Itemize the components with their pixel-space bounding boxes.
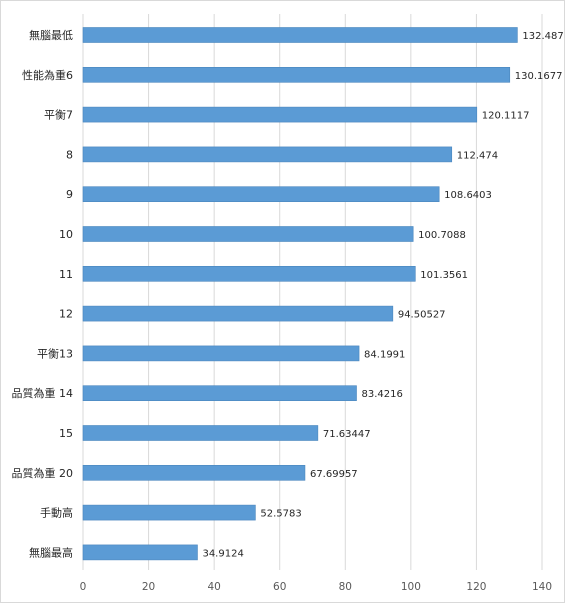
bar — [82, 265, 416, 282]
bar — [82, 504, 256, 521]
bar — [82, 305, 394, 322]
category-label: 11 — [59, 268, 73, 281]
data-label: 83.4216 — [362, 389, 403, 400]
category-label: 手動高 — [40, 506, 73, 520]
x-tick-label: 80 — [339, 581, 352, 593]
bar — [82, 27, 518, 43]
data-label: 84.1991 — [364, 349, 405, 360]
category-label: 10 — [59, 228, 73, 241]
category-label: 平衡13 — [37, 347, 73, 360]
category-label: 無腦最高 — [29, 545, 73, 559]
category-label: 無腦最低 — [29, 28, 73, 42]
data-labels: 132.487 130.1677 120.1117 112.474 108.6403 10… — [202, 31, 563, 559]
bar — [82, 186, 440, 202]
x-tick-label: 100 — [401, 581, 421, 593]
bar — [82, 345, 360, 362]
x-axis-ticks: 0 20 40 60 80 100 120 140 — [80, 581, 552, 593]
category-label: 8 — [66, 148, 73, 161]
x-tick-label: 40 — [207, 581, 220, 593]
bar — [82, 385, 357, 402]
bar — [82, 67, 511, 83]
bar — [82, 425, 319, 441]
bar — [82, 226, 414, 242]
category-label: 12 — [59, 308, 73, 321]
data-label: 71.63447 — [323, 429, 371, 440]
x-tick-label: 120 — [466, 581, 486, 593]
data-label: 132.487 — [522, 31, 563, 42]
x-tick-label: 60 — [273, 581, 286, 593]
bar — [82, 464, 306, 481]
category-label: 9 — [66, 188, 73, 201]
bar — [82, 544, 198, 561]
category-label: 15 — [59, 427, 73, 440]
data-label: 120.1117 — [482, 111, 530, 122]
data-label: 100.7088 — [418, 230, 466, 241]
data-label: 101.3561 — [420, 270, 468, 281]
category-label: 品質為重 14 — [12, 386, 74, 400]
x-tick-label: 0 — [80, 581, 87, 593]
data-label: 130.1677 — [515, 71, 563, 82]
data-label: 52.5783 — [260, 509, 301, 520]
data-label: 112.474 — [457, 150, 498, 161]
category-label: 平衡7 — [44, 109, 73, 122]
x-tick-label: 20 — [142, 581, 155, 593]
category-label: 性能為重6 — [22, 68, 73, 82]
data-label: 108.6403 — [444, 190, 492, 201]
bars — [82, 27, 518, 561]
bar — [82, 146, 453, 163]
data-label: 94.50527 — [398, 310, 446, 321]
gridlines — [82, 14, 543, 570]
bar — [82, 106, 478, 123]
x-tick-label: 140 — [532, 581, 552, 593]
data-label: 34.9124 — [202, 548, 243, 559]
data-label: 67.69957 — [310, 469, 358, 480]
category-label: 品質為重 20 — [12, 466, 74, 480]
